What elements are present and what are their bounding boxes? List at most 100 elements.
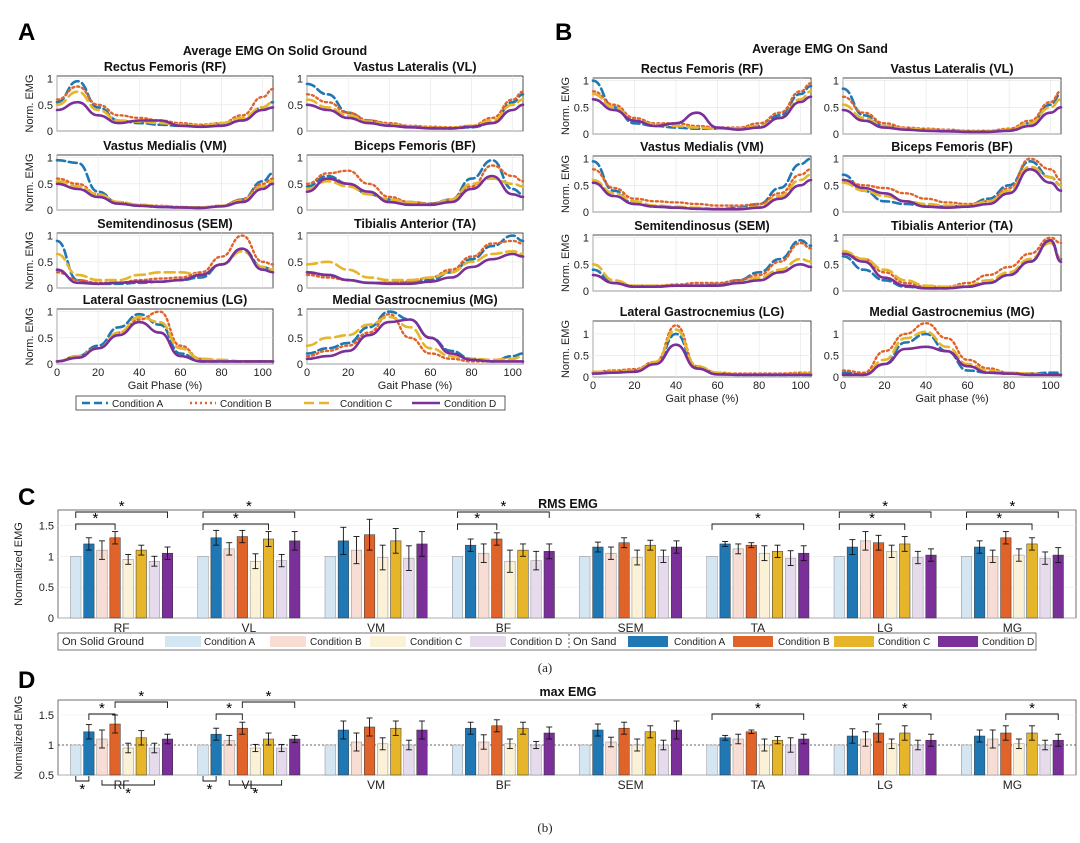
c-ytick: 0.5 <box>39 582 54 594</box>
a-vastus-medialis-vm-ytick: 1 <box>47 153 53 165</box>
c-bar-rf-on-sand-condition-b <box>109 537 121 619</box>
b-biceps-femoris-bf-line-cond-d <box>841 167 1063 210</box>
d-sig-star-low-vl-6: * <box>207 781 213 798</box>
legend-swatch-sand-b <box>733 636 773 647</box>
c-bar-ta-on-solid-ground-condition-b <box>732 548 744 619</box>
c-bar-vl-on-solid-ground-condition-c <box>249 560 261 619</box>
c-sig-bracket-mg-10 <box>966 523 1033 530</box>
d-sig-star-low-rf-3: * <box>125 785 131 802</box>
a-tibialis-anterior-ta-ytick: 0.5 <box>288 257 303 269</box>
c-bar-mg-on-sand-condition-a <box>974 546 986 619</box>
d-bar-ta-on-sand-condition-a <box>719 737 731 776</box>
b-lateral-gastrocnemius-lg-xtick: 20 <box>628 380 640 392</box>
c-xtick-mg: MG <box>1003 621 1022 635</box>
b-rectus-femoris-rf-ytick: 1 <box>583 76 589 88</box>
b-semitendinosus-sem-ytick: 1 <box>583 233 589 245</box>
b-tibialis-anterior-ta-line-cond-b <box>841 236 1063 288</box>
c-xtick-ta: TA <box>751 621 765 635</box>
d-xtick-bf: BF <box>496 778 511 792</box>
a-rectus-femoris-rf-ytick: 0.5 <box>38 100 53 112</box>
a-semitendinosus-sem-ytick: 1 <box>47 231 53 243</box>
c-bar-lg-on-solid-ground-condition-a <box>833 556 845 619</box>
c-sig-bracket-ta-6 <box>711 523 805 530</box>
c-bar-mg-on-solid-ground-condition-a <box>961 556 973 619</box>
b-semitendinosus-sem-line-cond-d <box>591 262 813 289</box>
c-sig-bracket-lg-8 <box>838 523 906 530</box>
a-lateral-gastrocnemius-lg-ytick: 0 <box>47 359 53 371</box>
a-lateral-gastrocnemius-lg-line-cond-a <box>55 312 275 363</box>
a-lateral-gastrocnemius-lg-xtick: 80 <box>215 367 227 379</box>
b-lateral-gastrocnemius-lg-ytick: 1 <box>583 329 589 341</box>
a-vastus-medialis-vm-ylabel: Norm. EMG <box>24 153 36 211</box>
c-bar-vl-on-sand-condition-b <box>236 536 248 619</box>
d-sig-star-low-rf-2: * <box>79 781 85 798</box>
d-ytick: 1.5 <box>39 710 54 722</box>
c-bar-bf-on-sand-condition-c <box>517 549 529 619</box>
a-lateral-gastrocnemius-lg-xtick: 40 <box>133 367 145 379</box>
c-sig-star-vl-2: * <box>246 498 252 515</box>
b-medial-gastrocnemius-mg-xlabel: Gait phase (%) <box>915 393 988 405</box>
c-sig-bracket-vl-2 <box>202 511 296 518</box>
c-bar-bf-on-sand-condition-a <box>465 544 477 619</box>
c-bar-bf-on-sand-condition-d <box>543 551 555 619</box>
d-sig-bracket-rf-0 <box>88 713 116 720</box>
a-biceps-femoris-bf-line-cond-c <box>305 177 525 207</box>
d-sig-star-vl-4: * <box>226 700 232 717</box>
panel-a-title: Average EMG On Solid Ground <box>183 44 367 58</box>
panel-b-line-grid: Rectus Femoris (RF) 0 0.5 1 Norm. EMG Vastus … <box>560 62 1063 405</box>
c-bar-sem-on-solid-ground-condition-d <box>657 556 669 619</box>
d-sig-bracket-low-vl-7 <box>228 780 283 786</box>
a-semitendinosus-sem-title: Semitendinosus (SEM) <box>97 217 232 231</box>
c-bar-lg-on-sand-condition-a <box>846 546 858 619</box>
d-bar-sem-on-sand-condition-c <box>644 731 656 776</box>
c-ytick: 1.5 <box>39 520 54 532</box>
b-rectus-femoris-rf-ylabel: Norm. EMG <box>560 77 572 135</box>
a-rectus-femoris-rf-ytick: 1 <box>47 74 53 86</box>
b-medial-gastrocnemius-mg-xtick: 80 <box>1003 380 1015 392</box>
c-ytick: 1 <box>48 551 54 563</box>
c-sig-star-mg-10: * <box>996 510 1002 527</box>
b-lateral-gastrocnemius-lg-xtick: 100 <box>791 380 809 392</box>
b-semitendinosus-sem-ylabel: Norm. EMG <box>560 234 572 292</box>
a-lateral-gastrocnemius-lg-ylabel: Norm. EMG <box>24 307 36 365</box>
c-sig-bracket-vl-3 <box>202 523 269 530</box>
a-lateral-gastrocnemius-lg-xtick: 100 <box>254 367 272 379</box>
b-vastus-medialis-vm-title: Vastus Medialis (VM) <box>640 140 764 154</box>
c-sig-star-bf-5: * <box>474 510 480 527</box>
d-sig-star-rf-1: * <box>138 688 144 705</box>
d-sig-bracket-lg-9 <box>878 713 932 720</box>
a-medial-gastrocnemius-mg-ytick: 1 <box>297 307 303 319</box>
c-bar-bf-on-solid-ground-condition-b <box>478 552 490 619</box>
c-bar-vl-on-solid-ground-condition-d <box>276 560 288 619</box>
d-bar-vl-on-sand-condition-b <box>236 727 248 776</box>
c-bar-vl-on-sand-condition-d <box>289 540 301 619</box>
b-lateral-gastrocnemius-lg-ytick: 0.5 <box>574 350 589 362</box>
c-xtick-rf: RF <box>114 621 130 635</box>
c-bar-lg-on-solid-ground-condition-c <box>886 551 898 619</box>
a-vastus-lateralis-vl-line-cond-d <box>305 103 525 130</box>
a-semitendinosus-sem-line-cond-d <box>55 247 275 286</box>
d-sig-star-low-vl-7: * <box>253 785 259 802</box>
b-biceps-femoris-bf-ytick: 0.5 <box>824 180 839 192</box>
c-bar-lg-on-sand-condition-b <box>873 542 885 619</box>
c-bar-ta-on-sand-condition-b <box>745 544 757 619</box>
d-bar-bf-on-solid-ground-condition-a <box>452 744 464 776</box>
panel-a-legend: Condition A Condition B Condition C Cond… <box>75 395 506 411</box>
c-bar-rf-on-solid-ground-condition-a <box>70 556 82 619</box>
c-bar-sem-on-solid-ground-condition-b <box>605 552 617 619</box>
c-xtick-vm: VM <box>367 621 385 635</box>
a-semitendinosus-sem-line-cond-c <box>55 249 275 282</box>
d-sig-bracket-mg-10 <box>1005 713 1059 720</box>
a-vastus-lateralis-vl-ytick: 0.5 <box>288 100 303 112</box>
a-medial-gastrocnemius-mg-line-cond-d <box>305 318 525 363</box>
c-bar-vl-on-solid-ground-condition-b <box>223 548 235 619</box>
legend-label-cond-d: Condition D <box>444 399 496 410</box>
c-bar-ta-on-solid-ground-condition-d <box>785 557 797 619</box>
c-sig-bracket-bf-4 <box>457 511 550 518</box>
b-biceps-femoris-bf-line-cond-b <box>841 157 1063 206</box>
b-biceps-femoris-bf-ytick: 0 <box>833 207 839 219</box>
a-biceps-femoris-bf-ytick: 0.5 <box>288 179 303 191</box>
d-sig-bracket-vl-4 <box>215 713 243 720</box>
b-medial-gastrocnemius-mg-xtick: 20 <box>878 380 890 392</box>
legend-swatch-solid-d <box>470 636 506 647</box>
